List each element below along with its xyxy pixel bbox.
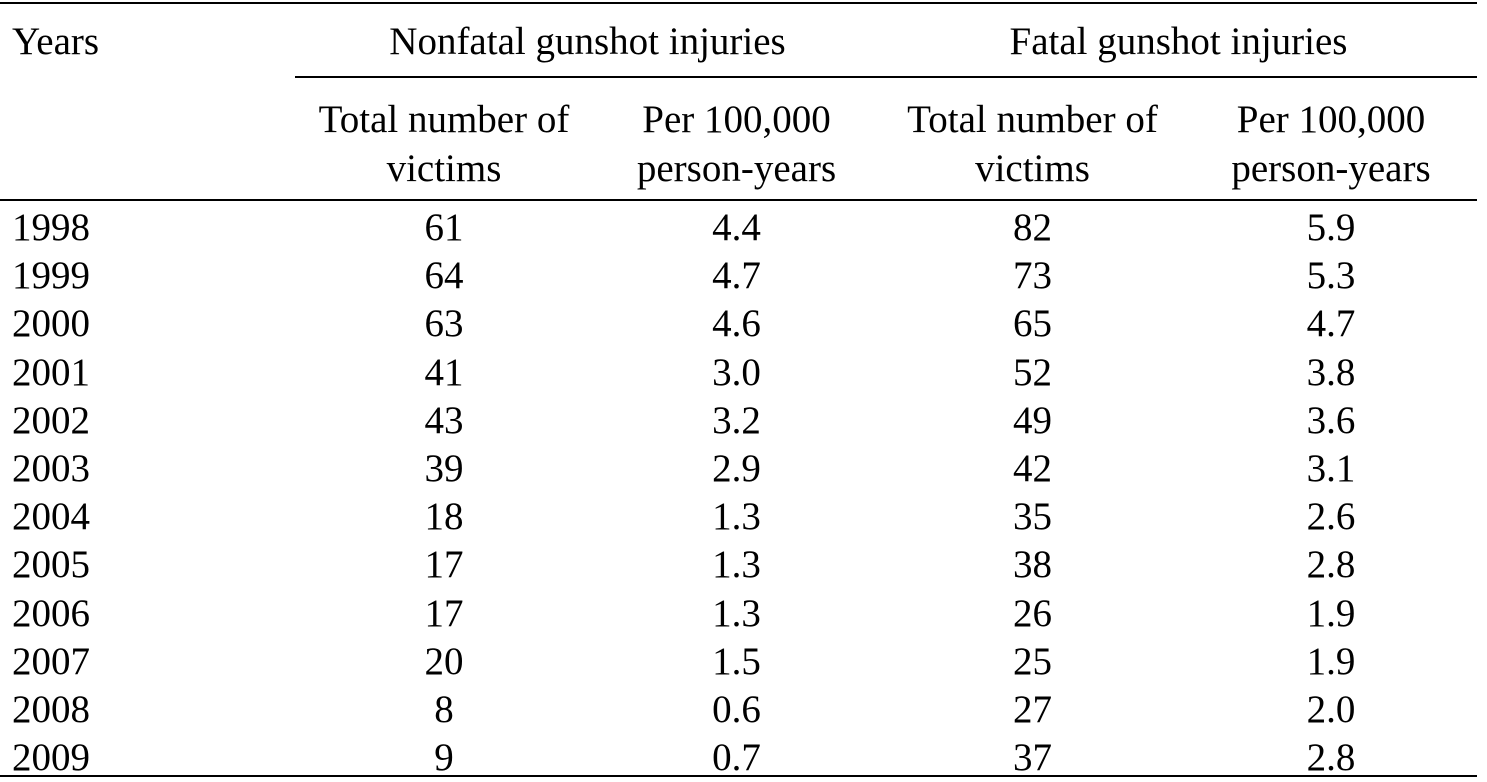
fatal-total-cell: 26	[1013, 591, 1052, 635]
year-cell: 2007	[12, 639, 90, 683]
nonfatal-group-rule	[295, 76, 880, 78]
table-top-rule	[0, 2, 1477, 4]
year-cell: 1999	[12, 254, 90, 298]
fatal-rate-header: Per 100,000 person-years	[1185, 95, 1477, 193]
fatal-rate-header-line2: person-years	[1231, 147, 1431, 190]
fatal-total-cell: 52	[1013, 350, 1052, 394]
fatal-total-cell: 49	[1013, 398, 1052, 442]
nonfatal-total-cell: 17	[424, 591, 464, 635]
year-cell: 2002	[12, 398, 90, 442]
nonfatal-total-cell: 9	[434, 736, 454, 780]
nonfatal-total-cell: 61	[424, 206, 464, 249]
year-cell: 2008	[12, 687, 90, 731]
fatal-total-cell: 65	[1013, 302, 1052, 346]
year-cell: 2009	[12, 736, 90, 780]
nonfatal-total-header: Total number of victims	[295, 95, 593, 193]
fatal-total-cell: 27	[1013, 687, 1052, 731]
fatal-rate-cell: 1.9	[1306, 591, 1356, 635]
nonfatal-rate-cell: 2.9	[712, 446, 761, 490]
year-cell: 2003	[12, 446, 90, 490]
fatal-rate-cell: 5.9	[1306, 206, 1356, 249]
fatal-total-cell: 38	[1013, 543, 1052, 587]
fatal-rate-cell: 2.8	[1306, 543, 1356, 587]
years-column-header: Years	[12, 20, 100, 63]
nonfatal-rate-cell: 0.6	[712, 687, 761, 731]
fatal-total-cell: 42	[1013, 446, 1052, 490]
fatal-rate-header-line1: Per 100,000	[1236, 98, 1426, 141]
nonfatal-total-cell: 64	[424, 254, 464, 298]
table-row: 2001 41 3.0 52 3.8	[0, 349, 1477, 397]
nonfatal-rate-header: Per 100,000 person-years	[593, 95, 880, 193]
nonfatal-rate-cell: 4.6	[712, 302, 761, 346]
nonfatal-total-cell: 18	[424, 495, 464, 539]
table-row: 2007 20 1.5 25 1.9	[0, 638, 1477, 686]
nonfatal-total-header-line1: Total number of	[318, 98, 570, 141]
nonfatal-rate-cell: 1.3	[712, 591, 761, 635]
fatal-rate-cell: 2.0	[1306, 687, 1356, 731]
nonfatal-rate-header-line1: Per 100,000	[642, 98, 831, 141]
table-row: 2006 17 1.3 26 1.9	[0, 590, 1477, 638]
nonfatal-rate-cell: 0.7	[712, 736, 761, 780]
nonfatal-total-header-line2: victims	[386, 147, 502, 190]
nonfatal-total-cell: 17	[424, 543, 464, 587]
table-row: 2003 39 2.9 42 3.1	[0, 445, 1477, 493]
table-row: 2000 63 4.6 65 4.7	[0, 300, 1477, 348]
nonfatal-rate-cell: 1.3	[712, 495, 761, 539]
year-cell: 2004	[12, 495, 90, 539]
fatal-total-cell: 82	[1013, 206, 1052, 249]
nonfatal-total-cell: 8	[434, 687, 454, 731]
nonfatal-group-header: Nonfatal gunshot injuries	[389, 20, 786, 63]
table-body: 1998 61 4.4 82 5.9 1999 64 4.7 73 5.3 20…	[0, 204, 1477, 782]
year-cell: 1998	[12, 206, 90, 249]
year-cell: 2005	[12, 543, 90, 587]
year-cell: 2001	[12, 350, 90, 394]
fatal-total-cell: 35	[1013, 495, 1052, 539]
table-bottom-rule	[0, 775, 1477, 777]
fatal-total-cell: 73	[1013, 254, 1052, 298]
fatal-group-rule	[880, 76, 1477, 78]
nonfatal-total-cell: 41	[424, 350, 464, 394]
table-row: 2009 9 0.7 37 2.8	[0, 734, 1477, 782]
nonfatal-total-cell: 39	[424, 446, 464, 490]
fatal-rate-cell: 5.3	[1306, 254, 1356, 298]
nonfatal-rate-cell: 4.7	[712, 254, 761, 298]
fatal-rate-cell: 1.9	[1306, 639, 1356, 683]
nonfatal-rate-cell: 3.0	[712, 350, 761, 394]
nonfatal-rate-header-line2: person-years	[636, 147, 837, 190]
fatal-total-header-line1: Total number of	[907, 98, 1158, 141]
header-bottom-rule	[0, 199, 1477, 201]
fatal-total-header-line2: victims	[975, 147, 1090, 190]
table-row: 2002 43 3.2 49 3.6	[0, 397, 1477, 445]
nonfatal-rate-cell: 1.5	[712, 639, 761, 683]
fatal-total-header: Total number of victims	[880, 95, 1185, 193]
nonfatal-total-cell: 43	[424, 398, 464, 442]
table-row: 1998 61 4.4 82 5.9	[0, 204, 1477, 252]
fatal-rate-cell: 3.8	[1306, 350, 1356, 394]
year-cell: 2000	[12, 302, 90, 346]
fatal-rate-cell: 4.7	[1306, 302, 1356, 346]
table-row: 2008 8 0.6 27 2.0	[0, 686, 1477, 734]
fatal-rate-cell: 2.8	[1306, 736, 1356, 780]
fatal-rate-cell: 3.1	[1306, 446, 1356, 490]
nonfatal-total-cell: 63	[424, 302, 464, 346]
nonfatal-rate-cell: 3.2	[712, 398, 761, 442]
nonfatal-total-cell: 20	[424, 639, 464, 683]
fatal-total-cell: 25	[1013, 639, 1052, 683]
fatal-rate-cell: 2.6	[1306, 495, 1356, 539]
fatal-group-header: Fatal gunshot injuries	[1009, 20, 1348, 63]
fatal-rate-cell: 3.6	[1306, 398, 1356, 442]
table-row: 2004 18 1.3 35 2.6	[0, 493, 1477, 541]
fatal-total-cell: 37	[1013, 736, 1052, 780]
table-row: 2005 17 1.3 38 2.8	[0, 541, 1477, 589]
nonfatal-rate-cell: 4.4	[712, 206, 761, 249]
nonfatal-rate-cell: 1.3	[712, 543, 761, 587]
table-row: 1999 64 4.7 73 5.3	[0, 252, 1477, 300]
year-cell: 2006	[12, 591, 90, 635]
